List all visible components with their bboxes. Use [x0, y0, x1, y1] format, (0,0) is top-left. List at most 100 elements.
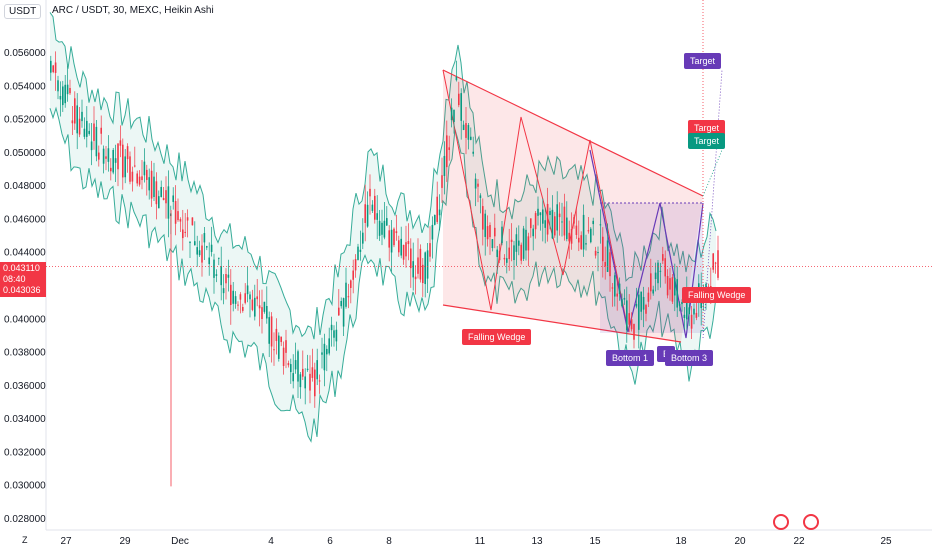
- candle-body: [479, 195, 482, 198]
- candle-body: [261, 307, 263, 320]
- candle-body: [64, 84, 66, 104]
- candle-body: [297, 351, 299, 382]
- candle-body: [62, 86, 64, 106]
- candle-body: [510, 239, 513, 242]
- candle-body: [659, 270, 662, 272]
- candle-body: [374, 195, 376, 220]
- event-flag-icon-1[interactable]: [773, 514, 789, 530]
- candle-body: [155, 181, 158, 205]
- candle-body: [525, 229, 527, 251]
- bollinger-upper-line: [49, 12, 717, 340]
- event-flag-icon-2[interactable]: [803, 514, 819, 530]
- candle-body: [129, 156, 131, 182]
- candle-body: [86, 120, 88, 137]
- triple-bottom-box: [600, 203, 703, 333]
- candle-body: [88, 130, 90, 134]
- candle-body: [604, 261, 606, 267]
- current-price-tag: 0.043110: [0, 262, 46, 275]
- candle-body: [441, 175, 443, 188]
- candle-body: [498, 250, 501, 261]
- low-price-tag: 0.043036: [0, 284, 46, 297]
- candle-body: [141, 176, 143, 181]
- candle-body: [222, 288, 225, 294]
- candle-body: [503, 257, 506, 260]
- candle-body: [122, 144, 124, 178]
- candle-body: [381, 222, 383, 235]
- candle-body: [585, 243, 587, 245]
- bottom-3-label[interactable]: Bottom 3: [665, 350, 714, 366]
- x-tick-label: 11: [475, 536, 486, 547]
- candle-body: [237, 304, 239, 306]
- candle-body: [218, 257, 220, 259]
- candle-body: [182, 229, 184, 239]
- candle-body: [306, 368, 309, 370]
- falling-wedge-label-1[interactable]: Falling Wedge: [462, 329, 532, 345]
- target-label-3[interactable]: Target: [688, 133, 726, 149]
- candle-body: [623, 297, 626, 300]
- bollinger-band-fill: [50, 12, 716, 442]
- candle-body: [400, 238, 402, 256]
- candle-body: [506, 258, 508, 263]
- candle-body: [100, 127, 102, 134]
- candle-body: [587, 230, 590, 232]
- candle-body: [575, 225, 578, 235]
- candle-body: [635, 303, 638, 307]
- target-label-2[interactable]: Target: [688, 120, 726, 136]
- candle-body: [354, 259, 357, 271]
- candle-body: [650, 273, 652, 292]
- bottom-1-label[interactable]: Bottom 1: [606, 350, 655, 366]
- candle-body: [90, 141, 93, 151]
- candle-body: [527, 236, 530, 251]
- candle-body: [537, 208, 539, 216]
- candle-body: [566, 217, 568, 240]
- candle-body: [366, 204, 369, 227]
- y-tick-label: 0.048000: [4, 181, 46, 192]
- target-label-1[interactable]: Target: [684, 53, 722, 69]
- candle-body: [683, 314, 686, 318]
- candle-body: [630, 319, 633, 330]
- candle-body: [693, 308, 695, 315]
- candle-body: [278, 335, 280, 359]
- candle-body: [618, 283, 621, 294]
- candle-body: [333, 330, 335, 338]
- candle-body: [74, 98, 76, 124]
- candle-body: [662, 254, 664, 261]
- candle-body: [54, 62, 57, 73]
- falling-wedge-label-2[interactable]: Falling Wedge: [682, 287, 752, 303]
- candle-body: [582, 214, 585, 250]
- candle-body: [422, 264, 424, 284]
- y-tick-label: 0.032000: [4, 447, 46, 458]
- currency-label[interactable]: USDT: [4, 4, 42, 19]
- candle-body: [244, 293, 246, 303]
- candle-body: [76, 105, 78, 134]
- candle-body: [160, 186, 162, 197]
- candle-body: [551, 209, 554, 239]
- candle-body: [388, 230, 390, 248]
- x-tick-label: 25: [880, 536, 892, 547]
- candle-body: [107, 148, 110, 162]
- candle-body: [273, 349, 275, 351]
- candle-body: [146, 169, 148, 180]
- candle-body: [98, 152, 100, 160]
- candle-body: [266, 306, 268, 319]
- candle-body: [69, 88, 71, 94]
- candle-body: [215, 274, 218, 276]
- candle-body: [232, 290, 234, 304]
- zoom-button[interactable]: Z: [22, 535, 28, 545]
- candle-body: [311, 367, 314, 378]
- candle-body: [513, 245, 515, 261]
- candle-body: [280, 336, 282, 343]
- candle-body: [407, 240, 410, 245]
- candle-body: [330, 324, 333, 331]
- candle-body: [52, 65, 54, 73]
- candle-body: [256, 296, 258, 300]
- candle-body: [666, 275, 669, 296]
- target-projection-teal: [702, 149, 723, 197]
- wedge-zigzag-line: [442, 69, 629, 331]
- candle-body: [189, 241, 191, 244]
- candle-body: [647, 292, 650, 302]
- candle-body: [340, 300, 342, 307]
- candle-body: [184, 231, 186, 233]
- candle-body: [570, 228, 573, 244]
